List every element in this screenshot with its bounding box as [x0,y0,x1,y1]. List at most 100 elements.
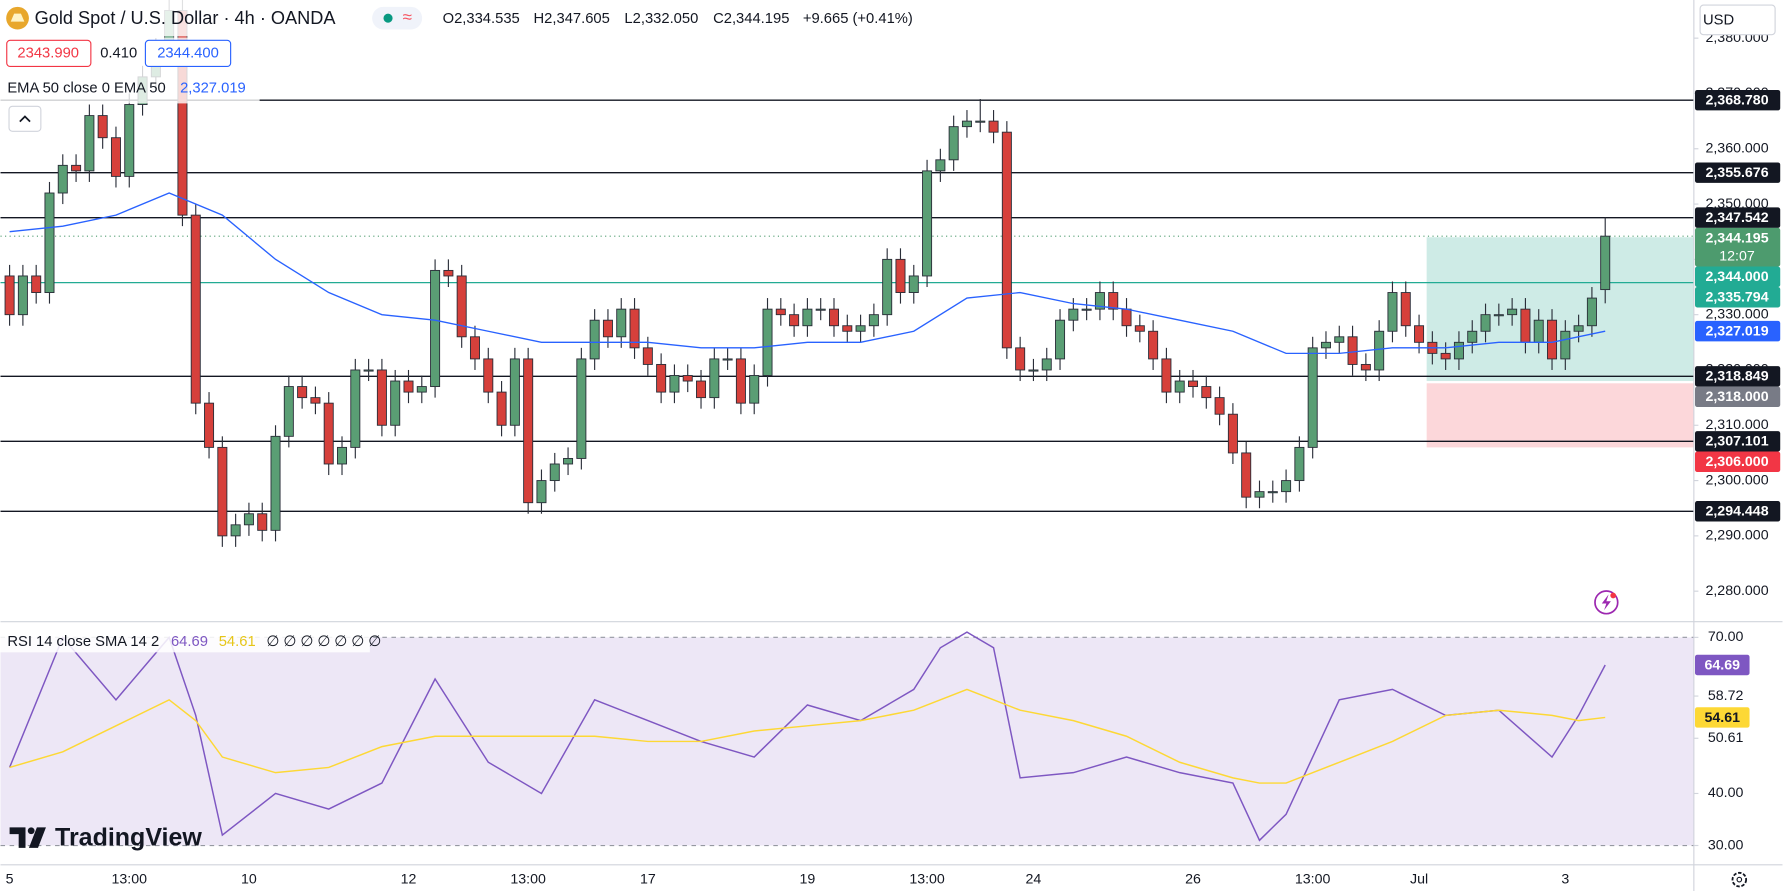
candle-body [1414,325,1425,343]
price-label: 2,344.000 [1705,269,1768,285]
candle-body [828,308,839,327]
status-icon: ≈ [403,8,412,27]
ema-legend-value: 2,327.019 [180,81,246,97]
ohlc-open: O2,334.535 [443,11,520,27]
candle-body [350,369,361,448]
x-tick-label: 13:00 [1295,871,1331,887]
candle-body [403,380,414,393]
candle-body [1161,358,1172,393]
candle-body [1453,341,1464,360]
rsi-tick-label: 70.00 [1708,629,1744,645]
candle-body [589,319,600,360]
sell-button[interactable] [6,39,92,68]
candle-body [57,164,68,194]
candle-body [961,120,972,128]
x-tick-label: 13:00 [112,871,148,887]
candle-body [217,446,228,537]
rsi-line [8,631,1606,842]
candle-body [1241,452,1252,498]
candle-body [1281,480,1292,493]
x-tick-label: 19 [800,871,816,887]
collapse-button[interactable] [8,105,42,132]
take-profit-zone [1426,237,1694,382]
candle-body [71,164,82,172]
candle-body [709,358,720,399]
alert-icon-bolt [1601,594,1611,611]
candle-body [789,314,800,327]
candle-body [204,402,215,448]
candle-body [855,325,866,332]
candle-body [935,159,946,172]
rsi-title: RSI 14 close SMA 14 2 [7,634,159,650]
candle-body [4,275,15,316]
x-tick-label: 3 [1561,871,1569,887]
currency-dropdown[interactable] [1699,4,1776,36]
candle-body [1094,292,1105,310]
price-label: 2,347.542 [1705,210,1768,226]
candle-body [762,308,773,376]
candle-body [31,275,42,294]
rsi-pane [0,631,1694,847]
rsi-band [0,637,1694,846]
candle-body [922,170,933,277]
candle-body [1360,363,1371,371]
ema-legend: EMA 50 close 0 EMA 50 [7,81,165,97]
x-tick-label: 5 [6,871,14,887]
currency: USD [1703,12,1734,28]
price-label-box [1694,89,1781,111]
buy-button[interactable] [144,39,232,68]
rsi-value-label: 54.61 [1705,710,1741,726]
price-label: 2,318.000 [1705,389,1768,405]
alert-icon[interactable] [1594,590,1619,615]
rsi-tick-label: 40.00 [1708,785,1744,801]
candle-body [616,308,627,338]
price-label-box [1694,501,1781,522]
price-label-box [1694,451,1781,472]
candle-body [682,375,693,382]
y-tick-label: 2,280.000 [1705,583,1768,599]
legend-bg [0,0,933,37]
rsi-line [9,688,1606,784]
candle-body [323,402,334,465]
candle-body [842,325,853,332]
rsi-value-box [1694,654,1750,676]
y-tick-label: 2,360.000 [1705,141,1768,157]
candle-body [1347,336,1358,365]
candle-body [430,269,441,388]
market-open-dot [383,13,393,23]
candle-body [642,347,653,365]
candle-body [1188,380,1199,388]
price-label: 2,368.780 [1705,93,1768,109]
y-tick-label: 2,300.000 [1705,472,1768,488]
candle-body [722,358,733,361]
candle-body [775,308,786,316]
buy-price: 2344.400 [157,45,219,61]
candle-body [1134,325,1145,332]
candle-body [270,435,281,531]
x-tick-label: 17 [640,871,656,887]
candle-body [1267,491,1278,494]
candle-body [483,358,494,393]
settings-icon[interactable] [1731,871,1748,888]
price-label-box [1694,227,1781,267]
x-tick-label: 26 [1185,871,1201,887]
candle-body [257,513,268,531]
candle-body [549,463,560,482]
price-label-box [1694,386,1781,408]
x-tick-label: 13:00 [909,871,945,887]
candle-body [283,386,294,437]
brand-logo: TradingView [9,823,202,851]
price-label: 2,335.794 [1705,290,1768,306]
ohlc-close: C2,344.195 [713,11,789,27]
price-label-box [1694,366,1781,387]
candle-body [802,308,813,327]
candle-body [1547,319,1558,360]
time-axis: 5 13:00 10 12 13:00 17 19 13:00 24 26 13:00 Jul 3 [6,871,1570,887]
candle-body [882,258,893,316]
rsi-tick-label: 30.00 [1708,837,1744,853]
candle-body [1493,314,1504,317]
candle-body [868,314,879,327]
candle-body [1520,308,1531,343]
candle-body [363,369,374,372]
